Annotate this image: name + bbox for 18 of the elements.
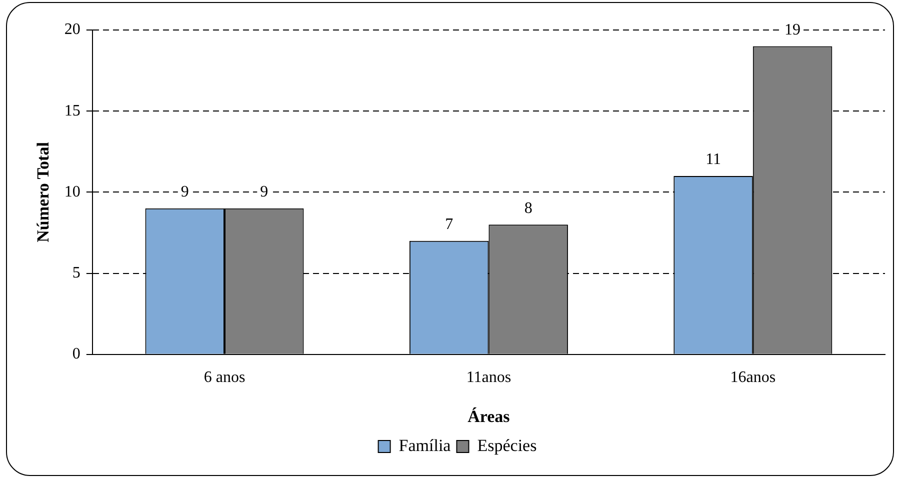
data-label: 9 bbox=[260, 184, 268, 201]
data-label: 19 bbox=[784, 21, 801, 38]
x-axis-title: Áreas bbox=[468, 407, 510, 426]
y-tick-label: 5 bbox=[72, 264, 80, 282]
y-tick-label: 20 bbox=[64, 21, 80, 38]
legend-label: Espécies bbox=[477, 436, 537, 455]
data-label: 8 bbox=[524, 200, 532, 217]
data-label: 7 bbox=[445, 216, 454, 234]
y-tick-label: 15 bbox=[64, 102, 80, 120]
x-tick-label: 16anos bbox=[730, 369, 776, 386]
y-axis-title: Número Total bbox=[34, 142, 53, 242]
y-tick-label: 10 bbox=[64, 183, 80, 200]
x-tick-label: 6 anos bbox=[204, 369, 246, 386]
legend-label: Família bbox=[398, 436, 452, 455]
data-label: 9 bbox=[180, 184, 189, 201]
data-label: 11 bbox=[706, 151, 721, 168]
y-tick-label: 0 bbox=[72, 346, 80, 363]
x-tick-label: 11anos bbox=[466, 369, 512, 386]
